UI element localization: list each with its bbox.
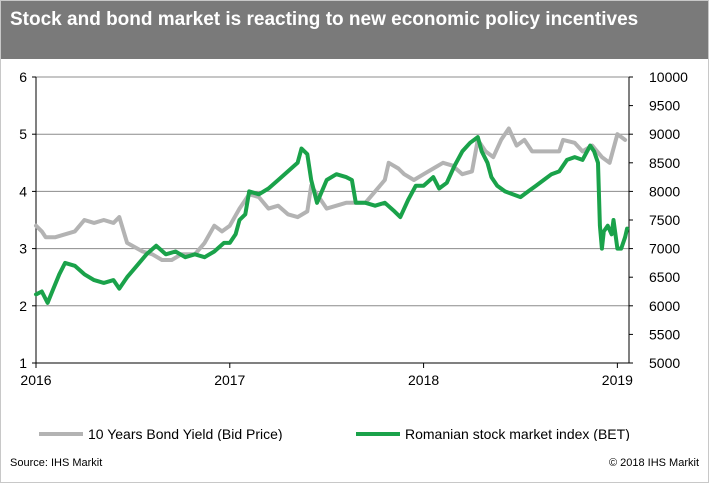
left-tick-label: 2 — [19, 298, 27, 314]
left-tick-label: 6 — [19, 69, 27, 85]
left-axis-ticks: 1 2 3 4 5 6 — [19, 69, 36, 371]
legend-label-bet: Romanian stock market index (BET) — [405, 426, 630, 441]
legend-label-bond: 10 Years Bond Yield (Bid Price) — [88, 426, 283, 441]
bet-index-line — [34, 135, 630, 305]
right-tick-label: 8500 — [649, 155, 680, 171]
right-tick-label: 7000 — [649, 241, 680, 257]
x-axis-ticks: 2016 2017 2018 2019 — [20, 363, 633, 388]
right-tick-label: 8000 — [649, 183, 680, 199]
bond-yield-line — [34, 126, 628, 262]
right-tick-label: 6500 — [649, 269, 680, 285]
left-tick-label: 4 — [19, 183, 27, 199]
right-tick-label: 6000 — [649, 298, 680, 314]
x-tick-label: 2017 — [214, 372, 245, 388]
x-tick-label: 2016 — [20, 372, 51, 388]
right-tick-label: 9000 — [649, 126, 680, 142]
x-tick-label: 2019 — [602, 372, 633, 388]
right-tick-label: 10000 — [649, 69, 688, 85]
right-tick-label: 9500 — [649, 98, 680, 114]
right-axis-ticks: 5000 5500 6000 6500 7000 7500 8000 8500 9000 9500… — [629, 69, 688, 371]
source-note: Source: IHS Markit — [10, 457, 103, 469]
left-tick-label: 5 — [19, 126, 27, 142]
chart-title: Stock and bond market is reacting to new… — [10, 9, 639, 30]
right-tick-label: 5000 — [649, 355, 680, 371]
legend: 10 Years Bond Yield (Bid Price) Romanian … — [39, 426, 630, 441]
right-tick-label: 7500 — [649, 212, 680, 228]
right-tick-label: 5500 — [649, 326, 680, 342]
title-bar: Stock and bond market is reacting to new… — [1, 1, 708, 59]
gridlines — [36, 76, 629, 307]
series-lines — [34, 126, 630, 305]
chart-svg: 1 2 3 4 5 6 5000 5500 6000 6500 7000 7500 8000 8500 9… — [19, 69, 688, 441]
left-tick-label: 3 — [19, 241, 27, 257]
left-tick-label: 1 — [19, 355, 27, 371]
copyright-note: © 2018 IHS Markit — [608, 457, 699, 469]
x-tick-label: 2018 — [408, 372, 439, 388]
axes — [35, 77, 630, 364]
